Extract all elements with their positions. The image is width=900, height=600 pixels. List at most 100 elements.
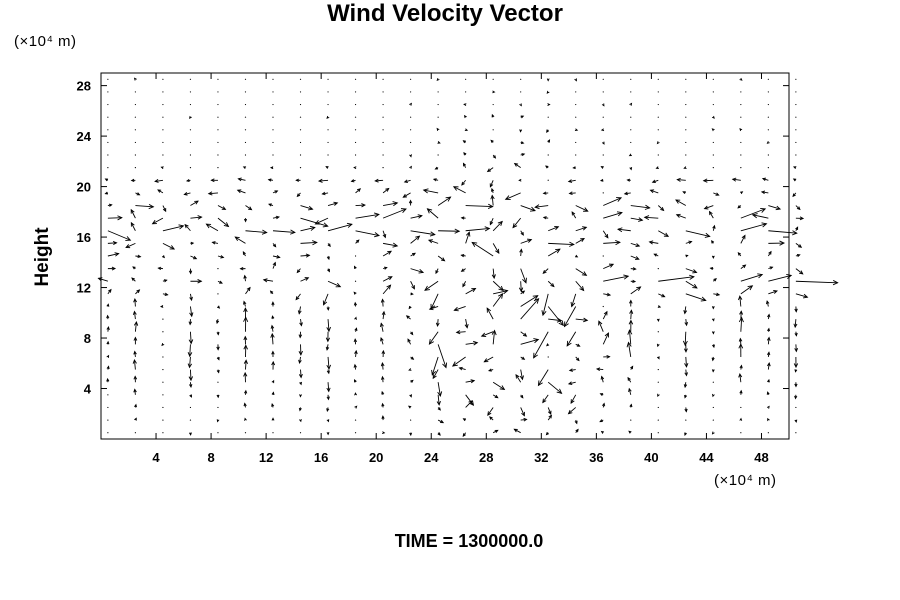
wind-vector-head: [163, 279, 168, 283]
vector-dot: [685, 419, 687, 421]
wind-vector-head: [465, 231, 471, 237]
wind-vector-head: [794, 395, 798, 400]
wind-vector-head: [409, 165, 412, 169]
wind-vector-head: [296, 193, 301, 198]
wind-vector-head: [629, 403, 633, 408]
wind-vector: [438, 230, 460, 232]
wind-vector: [489, 180, 494, 187]
wind-vector-head: [403, 179, 408, 183]
wind-vector-head: [381, 415, 385, 419]
wind-vector-head: [495, 248, 500, 254]
vector-dot: [410, 129, 412, 131]
wind-vector: [245, 230, 267, 233]
wind-vector: [300, 369, 302, 378]
wind-vector: [465, 288, 476, 295]
vector-dot: [740, 103, 742, 106]
wind-vector-head: [628, 387, 632, 393]
wind-vector-head: [188, 432, 192, 436]
vector-dot: [767, 78, 769, 80]
vector-dot: [217, 141, 219, 144]
wind-vector: [492, 268, 495, 279]
wind-vector-head: [576, 343, 581, 347]
vector-dot: [299, 167, 302, 169]
wind-vector: [740, 317, 743, 332]
wind-vector: [189, 306, 193, 317]
wind-vector-head: [486, 307, 492, 313]
wind-vector: [629, 330, 632, 345]
wind-vector: [465, 342, 478, 345]
wind-vector-head: [326, 326, 331, 333]
wind-vector-head: [574, 420, 578, 425]
vector-dot: [354, 280, 357, 282]
wind-vector: [437, 344, 447, 368]
wind-vector-head: [400, 208, 407, 213]
wind-vector-head: [381, 310, 386, 316]
wind-vector-head: [757, 273, 764, 279]
wind-vector-head: [219, 280, 223, 284]
wind-vector-head: [738, 337, 743, 342]
wind-vector-head: [131, 277, 135, 281]
wind-vector-head: [353, 378, 357, 383]
vector-dot: [740, 167, 742, 169]
wind-vector-head: [379, 322, 384, 328]
wind-vector-head: [711, 255, 715, 259]
wind-vector-head: [271, 360, 276, 366]
wind-vector-head: [575, 428, 579, 433]
wind-vector-head: [298, 350, 303, 356]
wind-vector-head: [304, 277, 310, 281]
wind-vector: [410, 281, 415, 290]
wind-vector-head: [454, 228, 461, 234]
vector-dot: [134, 167, 136, 169]
wind-vector: [740, 208, 766, 219]
wind-vector: [520, 295, 538, 307]
vector-dot: [382, 129, 384, 131]
wind-vector: [493, 290, 508, 295]
vector-dot: [217, 154, 219, 156]
y-tick-label: 4: [84, 382, 92, 397]
vector-dot: [162, 141, 164, 144]
vector-dot: [189, 419, 192, 421]
wind-vector-head: [325, 346, 330, 351]
wind-vector-head: [164, 292, 169, 296]
vector-dot: [630, 141, 632, 144]
x-tick-label: 36: [589, 450, 603, 465]
vector-dot: [795, 78, 797, 80]
wind-vector: [189, 331, 192, 344]
wind-vector-head: [700, 296, 707, 302]
wind-vector-head: [616, 197, 623, 202]
wind-vector-head: [309, 225, 316, 231]
wind-vector: [184, 192, 191, 195]
wind-vector-head: [638, 217, 644, 222]
x-tick-label: 44: [699, 450, 714, 465]
wind-vector: [548, 242, 574, 245]
wind-vector: [381, 362, 384, 370]
wind-vector-head: [649, 189, 655, 194]
vector-dot: [520, 78, 522, 80]
wind-vector-head: [558, 320, 564, 327]
wind-vector-head: [354, 392, 357, 396]
vector-dot: [162, 129, 164, 131]
wind-vector-head: [298, 359, 302, 365]
wind-vector-head: [125, 236, 132, 241]
vector-dot: [107, 141, 109, 144]
wind-vector-head: [522, 332, 528, 337]
wind-vector-head: [738, 372, 743, 378]
wind-vector-head: [335, 282, 342, 288]
vector-dot: [244, 78, 247, 80]
wind-vector: [453, 186, 466, 194]
wind-vector-head: [451, 361, 458, 367]
wind-vector-head: [603, 310, 608, 316]
vector-dot: [244, 154, 247, 156]
wind-vector: [487, 167, 494, 172]
x-tick-label: 48: [754, 450, 768, 465]
wind-vector-head: [648, 240, 654, 245]
wind-vector-head: [132, 310, 137, 316]
wind-vector-head: [308, 205, 314, 211]
wind-vector-head: [491, 187, 495, 192]
wind-vector: [375, 179, 384, 182]
wind-vector: [135, 205, 154, 208]
vector-dot: [244, 116, 247, 118]
wind-vector-head: [582, 226, 588, 231]
wind-vector: [481, 331, 494, 337]
